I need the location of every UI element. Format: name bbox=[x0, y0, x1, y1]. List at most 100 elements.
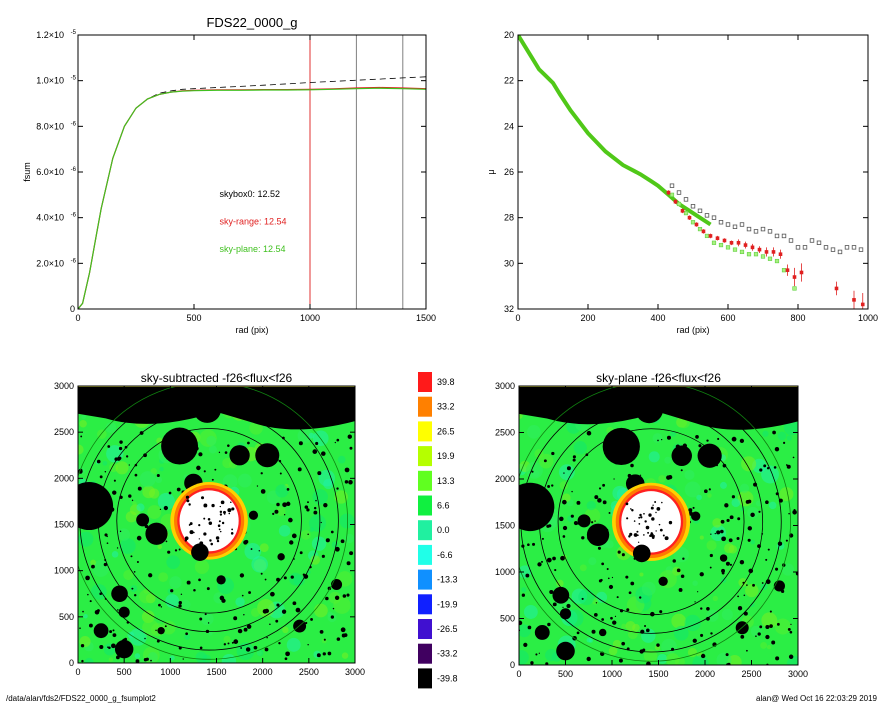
y-tick-label: 2.0×10 bbox=[36, 258, 64, 268]
mu-green-point bbox=[774, 258, 780, 264]
masked-speck bbox=[595, 602, 598, 604]
masked-speck bbox=[699, 572, 704, 577]
core-speck bbox=[189, 522, 193, 526]
aperture-circle bbox=[97, 409, 321, 633]
mu-green-point bbox=[683, 211, 689, 216]
core-speck bbox=[659, 528, 663, 532]
colorbar-label: -26.5 bbox=[437, 624, 458, 634]
mu-green-point bbox=[792, 286, 797, 291]
masked-speck bbox=[639, 474, 642, 476]
core-speck bbox=[662, 534, 665, 537]
map-noise-patch bbox=[297, 428, 313, 444]
masked-speck bbox=[714, 532, 716, 535]
mu-gray-point bbox=[802, 245, 808, 250]
map-noise-patch bbox=[578, 589, 595, 606]
mu-red-point bbox=[666, 190, 671, 195]
galaxy-core bbox=[179, 490, 239, 552]
masked-speck bbox=[593, 612, 598, 617]
core-speck bbox=[198, 538, 200, 540]
masked-speck bbox=[573, 520, 578, 526]
masked-speck bbox=[676, 568, 681, 573]
mu-gray-point bbox=[760, 226, 766, 232]
masked-speck bbox=[150, 659, 152, 662]
masked-source bbox=[556, 641, 575, 661]
masked-speck bbox=[765, 500, 769, 505]
colorbar-label: 6.6 bbox=[437, 501, 450, 511]
masked-speck bbox=[241, 594, 244, 597]
masked-speck bbox=[119, 440, 123, 444]
masked-speck bbox=[532, 542, 536, 546]
core-speck bbox=[650, 506, 654, 510]
map-noise-patch bbox=[79, 419, 87, 428]
core-speck bbox=[668, 520, 673, 525]
x-tick-label: 3000 bbox=[788, 669, 808, 679]
map-noise-patch bbox=[155, 476, 163, 484]
sky-subtracted-map: sky-subtracted -f26<flux<f26 0 500 1000 1500… bbox=[54, 371, 365, 677]
masked-speck bbox=[606, 568, 609, 571]
mu-gray-point bbox=[704, 213, 710, 218]
mu-red-point bbox=[792, 275, 797, 279]
masked-speck bbox=[602, 500, 607, 505]
masked-speck bbox=[291, 533, 297, 539]
y-tick-exponent: -6 bbox=[71, 121, 77, 127]
masked-speck bbox=[207, 622, 210, 624]
masked-speck bbox=[746, 649, 748, 652]
map-noise-patch bbox=[139, 471, 156, 488]
masked-speck bbox=[571, 490, 573, 493]
masked-speck bbox=[282, 502, 287, 508]
map-noise-patch bbox=[562, 493, 571, 502]
masked-speck bbox=[621, 451, 624, 453]
masked-speck bbox=[725, 561, 730, 566]
x-tick-label: 0 bbox=[515, 313, 520, 323]
masked-speck bbox=[80, 484, 83, 487]
masked-speck bbox=[750, 512, 755, 518]
colorbar-swatch bbox=[418, 520, 432, 541]
masked-speck bbox=[184, 438, 190, 443]
masked-speck bbox=[565, 656, 569, 660]
masked-speck bbox=[566, 603, 571, 609]
masked-speck bbox=[81, 659, 84, 663]
masked-speck bbox=[594, 495, 599, 500]
masked-speck bbox=[627, 473, 632, 478]
core-speck bbox=[651, 536, 655, 539]
masked-speck bbox=[546, 557, 552, 563]
masked-source bbox=[330, 578, 343, 591]
masked-speck bbox=[694, 601, 696, 603]
masked-speck bbox=[330, 615, 335, 619]
masked-speck bbox=[290, 575, 294, 579]
core-speck bbox=[219, 510, 223, 514]
map-noise-patch bbox=[523, 605, 538, 619]
masked-speck bbox=[761, 582, 764, 584]
masked-speck bbox=[93, 631, 96, 633]
mu-gray-point bbox=[753, 229, 759, 234]
masked-speck bbox=[771, 640, 776, 645]
aperture-circle-outer bbox=[78, 386, 348, 660]
masked-speck bbox=[562, 525, 568, 531]
map-noise-patch bbox=[687, 647, 698, 658]
masked-speck bbox=[795, 571, 798, 576]
core-speck bbox=[228, 512, 231, 515]
masked-source bbox=[697, 443, 722, 468]
masked-speck bbox=[164, 625, 167, 628]
masked-speck bbox=[87, 593, 89, 596]
map-noise-patch bbox=[556, 579, 564, 588]
map-noise-patch bbox=[781, 563, 795, 576]
mu-red-point bbox=[715, 236, 720, 241]
map-noise-patch bbox=[727, 655, 742, 665]
y-tick-label: 2000 bbox=[495, 474, 515, 484]
masked-speck bbox=[736, 536, 740, 540]
mu-green-point bbox=[732, 247, 738, 252]
masked-speck bbox=[739, 559, 745, 565]
map-noise-patch bbox=[78, 444, 84, 455]
map-noise-patch bbox=[166, 555, 180, 569]
masked-speck bbox=[160, 525, 164, 530]
masked-speck bbox=[307, 501, 309, 504]
x-tick-label: 1000 bbox=[858, 313, 878, 323]
masked-speck bbox=[322, 652, 326, 656]
masked-speck bbox=[680, 469, 683, 472]
masked-speck bbox=[709, 566, 712, 569]
masked-speck bbox=[120, 609, 126, 615]
masked-speck bbox=[602, 483, 606, 487]
masked-speck bbox=[710, 632, 713, 635]
masked-speck bbox=[613, 478, 615, 480]
